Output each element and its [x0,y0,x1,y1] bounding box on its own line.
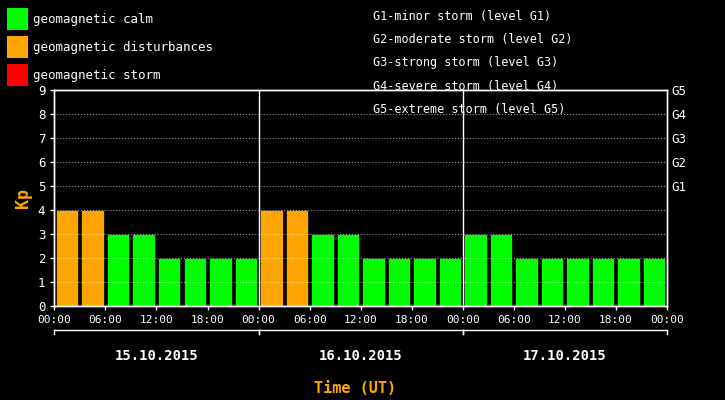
Bar [56,210,78,306]
Text: geomagnetic storm: geomagnetic storm [33,68,161,82]
Bar [566,258,589,306]
Bar [490,234,513,306]
Bar [336,234,359,306]
Bar [311,234,334,306]
Bar [413,258,436,306]
Text: G4-severe storm (level G4): G4-severe storm (level G4) [373,80,559,93]
Text: geomagnetic disturbances: geomagnetic disturbances [33,40,213,54]
Text: 15.10.2015: 15.10.2015 [115,349,199,363]
Bar [158,258,181,306]
Text: G5-extreme storm (level G5): G5-extreme storm (level G5) [373,103,566,116]
Bar [515,258,538,306]
Bar [209,258,231,306]
Bar [235,258,257,306]
Text: G3-strong storm (level G3): G3-strong storm (level G3) [373,56,559,69]
Text: G2-moderate storm (level G2): G2-moderate storm (level G2) [373,33,573,46]
Bar [133,234,155,306]
Text: 16.10.2015: 16.10.2015 [319,349,402,363]
Bar [286,210,308,306]
Text: 17.10.2015: 17.10.2015 [523,349,607,363]
Text: Time (UT): Time (UT) [314,381,397,396]
Bar [464,234,486,306]
Text: geomagnetic calm: geomagnetic calm [33,12,154,26]
Y-axis label: Kp: Kp [14,188,33,208]
Bar [362,258,385,306]
Bar [439,258,461,306]
Text: G1-minor storm (level G1): G1-minor storm (level G1) [373,10,552,23]
Bar [592,258,614,306]
Bar [260,210,283,306]
Bar [107,234,130,306]
Bar [541,258,563,306]
Bar [643,258,666,306]
Bar [618,258,640,306]
Bar [388,258,410,306]
Bar [81,210,104,306]
Bar [183,258,206,306]
